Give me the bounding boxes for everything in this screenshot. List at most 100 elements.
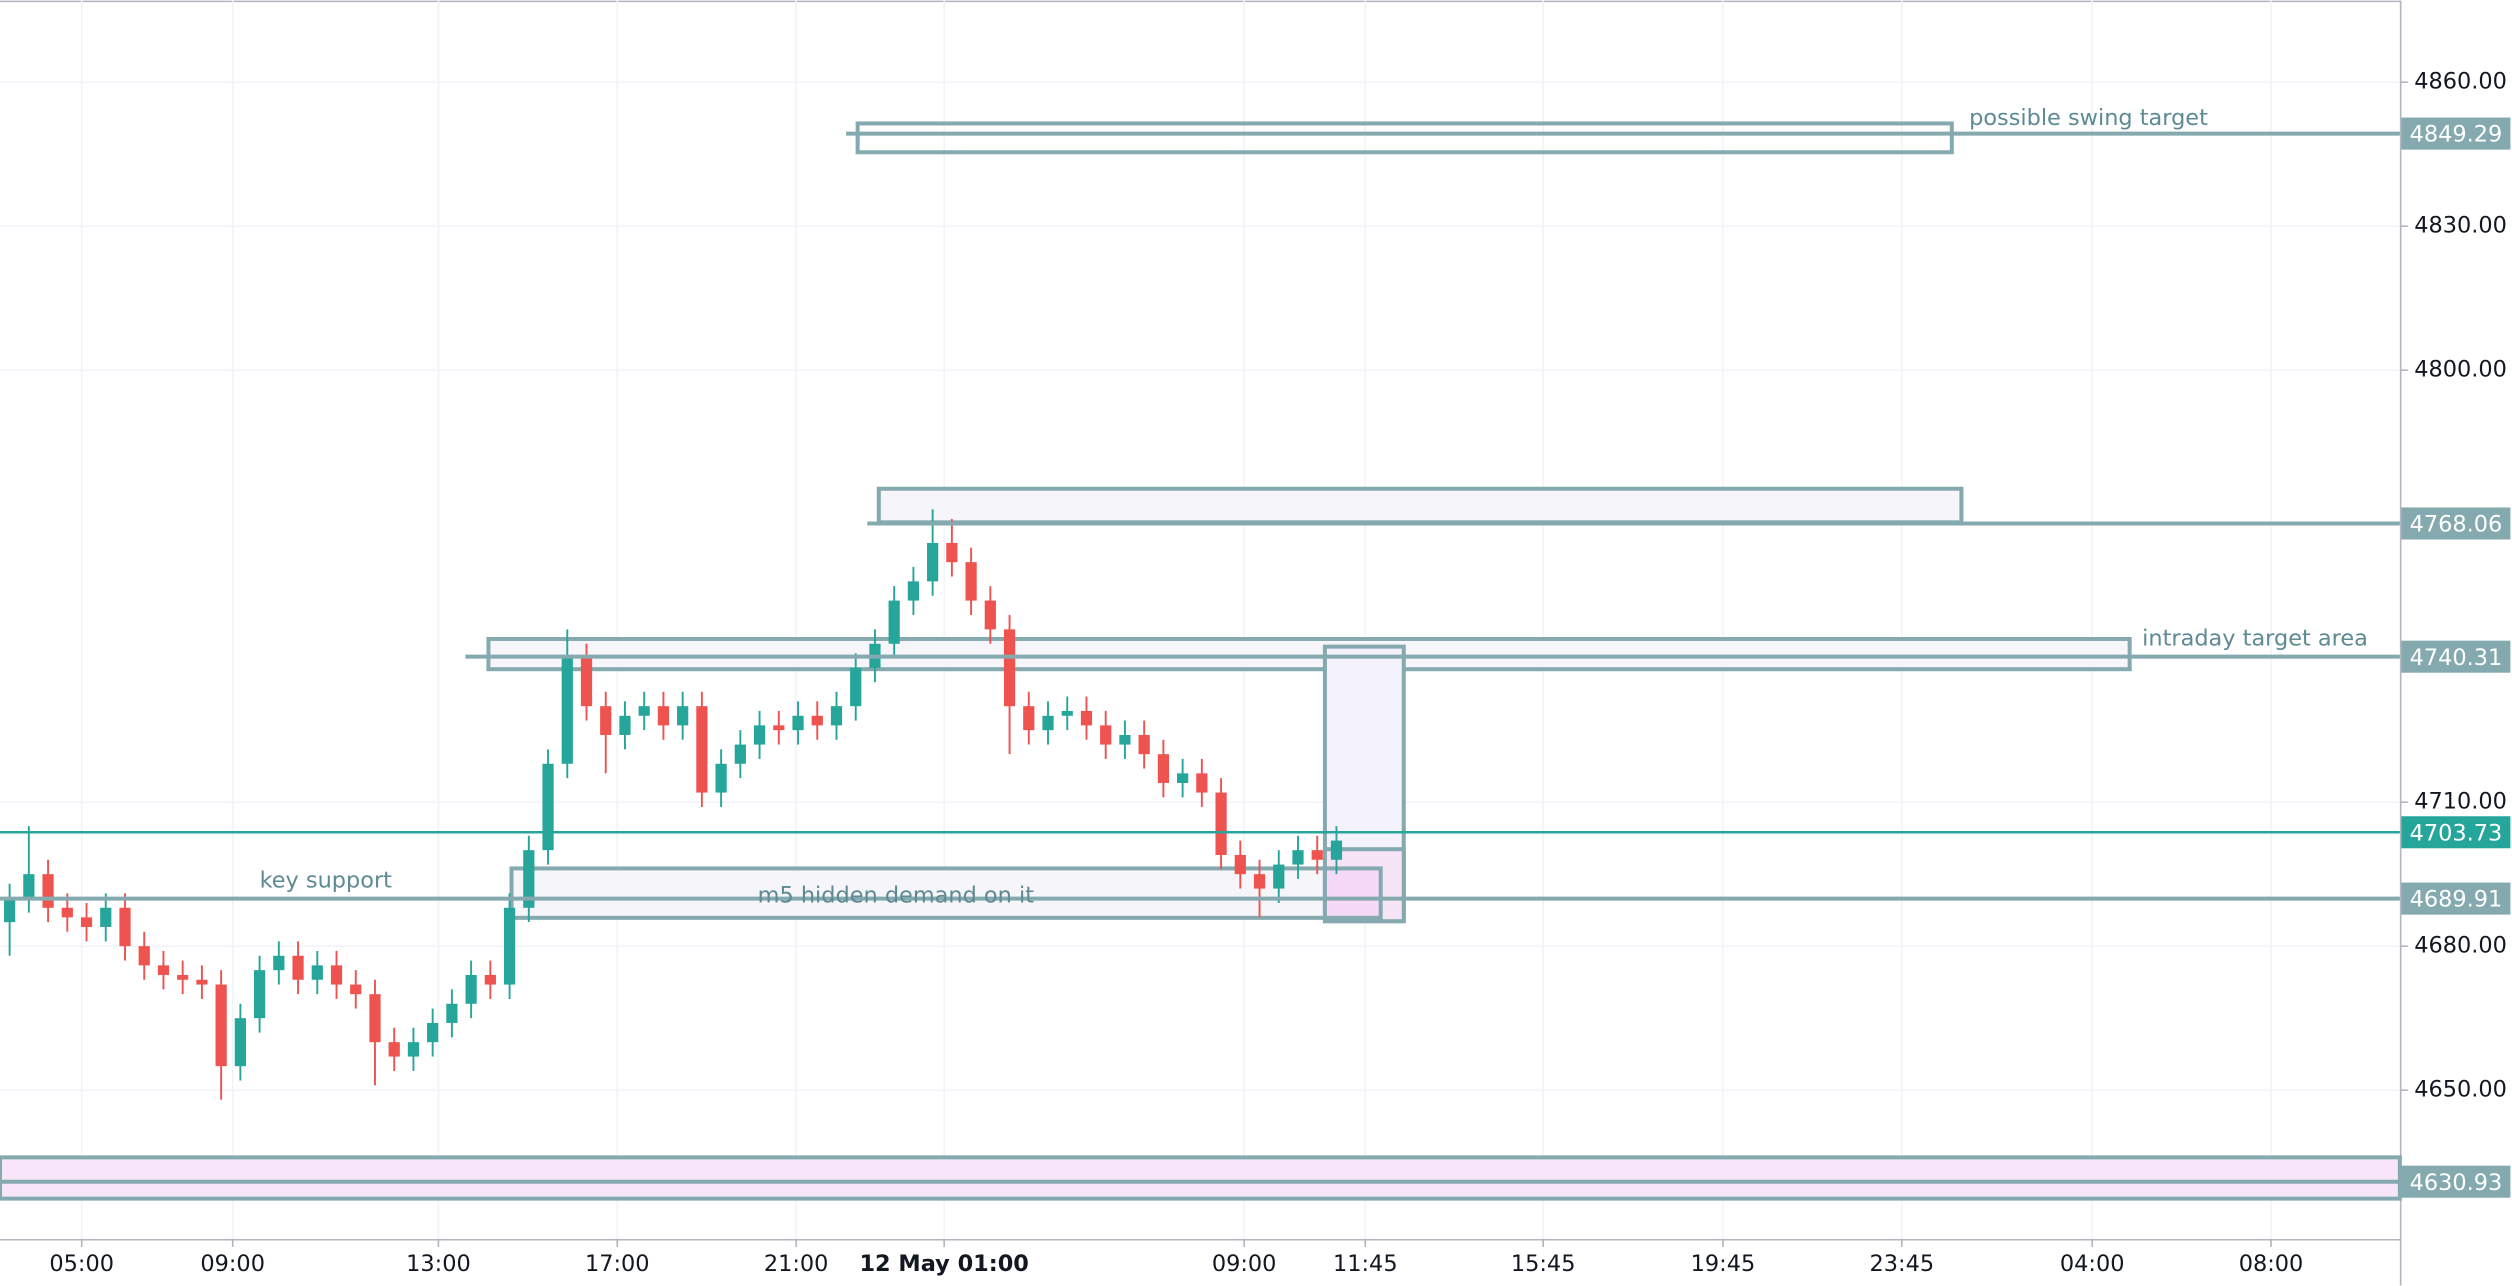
candle-body [427, 1022, 439, 1043]
candle-body [1042, 715, 1054, 731]
candle-body [1196, 773, 1208, 793]
annotation: m5 hidden demand on it [758, 882, 1035, 908]
candle-body [1273, 864, 1285, 889]
candle-body [1157, 754, 1169, 783]
candle-body [830, 706, 843, 726]
candle-body [100, 907, 112, 927]
candle-body [907, 581, 920, 601]
candle-body [157, 965, 170, 975]
candle-body [1061, 710, 1073, 716]
price-label-bg [2401, 117, 2511, 150]
candle-body [119, 907, 131, 947]
candle-body [792, 715, 804, 731]
candle-body [503, 907, 516, 985]
candle-body [619, 715, 631, 735]
candle-body [1177, 773, 1189, 783]
candle-body [311, 965, 323, 980]
candle-body [580, 658, 593, 707]
price-label: 4630.93 [2410, 1170, 2503, 1196]
candle-body [984, 600, 996, 630]
candle-body [753, 725, 766, 745]
y-tick-label: 4680.00 [2414, 933, 2507, 959]
price-label: 4689.91 [2410, 887, 2503, 913]
annotation: intraday target area [2142, 625, 2368, 651]
candle-body [1292, 850, 1304, 865]
candle-body [734, 744, 746, 764]
x-tick-label: 15:45 [1511, 1251, 1576, 1277]
candle-body [1253, 874, 1266, 889]
candle-body [388, 1042, 400, 1057]
price-label-bg [2401, 816, 2511, 849]
candle-body [234, 1018, 246, 1067]
candle-body [23, 874, 35, 899]
zone [876, 486, 1964, 525]
candle-body [811, 715, 823, 726]
candle-body [1311, 850, 1323, 860]
candle-body [927, 542, 939, 582]
candle-body [1138, 734, 1150, 755]
candle-body [446, 1003, 458, 1023]
x-tick-label: 04:00 [2060, 1251, 2125, 1277]
y-tick-label: 4800.00 [2414, 357, 2507, 383]
y-tick-label: 4860.00 [2414, 69, 2507, 95]
candle-body [850, 667, 862, 707]
candle-body [215, 984, 227, 1067]
candle-body [138, 946, 150, 966]
candle-body [1234, 854, 1246, 875]
candle-body [80, 917, 93, 927]
x-tick-label: 23:45 [1870, 1251, 1935, 1277]
price-label: 4768.06 [2410, 512, 2503, 538]
price-label-bg [2401, 1165, 2511, 1198]
candle-body [177, 974, 189, 980]
x-tick-label: 17:00 [585, 1251, 650, 1277]
price-label: 4703.73 [2410, 820, 2503, 846]
annotation: possible swing target [1969, 105, 2208, 131]
candle-body [1119, 734, 1131, 745]
candle-body [407, 1042, 420, 1057]
zone [855, 121, 1954, 155]
candle-body [542, 763, 554, 851]
candle-body [330, 965, 343, 985]
x-tick-label: 09:00 [1212, 1251, 1277, 1277]
candle-body [1330, 840, 1343, 860]
annotation: key support [260, 867, 393, 893]
candle-body [946, 542, 958, 563]
x-tick-label: 12 May 01:00 [859, 1251, 1028, 1277]
x-tick-label: 13:00 [406, 1251, 471, 1277]
y-tick-label: 4830.00 [2414, 213, 2507, 239]
candle-body [715, 763, 727, 793]
x-tick-label: 08:00 [2239, 1251, 2304, 1277]
x-tick-label: 11:45 [1333, 1251, 1398, 1277]
candle-body [773, 725, 785, 731]
candle-body [1080, 710, 1093, 726]
price-label-bg [2401, 882, 2511, 915]
candle-body [1003, 629, 1016, 707]
candle-body [350, 984, 362, 995]
price-label-bg [2401, 507, 2511, 540]
candle-body [1100, 725, 1112, 745]
candle-body [273, 955, 285, 971]
y-tick-label: 4710.00 [2414, 789, 2507, 815]
candle-body [657, 706, 670, 726]
price-label: 4849.29 [2410, 122, 2503, 148]
candle-body [1215, 792, 1227, 855]
candle-body [1023, 706, 1035, 731]
candle-body [677, 706, 689, 726]
candle-body [484, 974, 496, 985]
x-tick-label: 19:45 [1691, 1251, 1756, 1277]
candle-body [369, 994, 381, 1043]
candle-body [465, 974, 477, 1004]
zone [0, 1155, 2402, 1201]
zone [486, 636, 2132, 672]
candle-body [4, 898, 16, 923]
candle-body [600, 706, 612, 735]
candle-body [523, 850, 535, 908]
x-tick-label: 09:00 [200, 1251, 265, 1277]
candle-body [638, 706, 650, 716]
candle-body [888, 600, 900, 644]
x-tick-label: 05:00 [49, 1251, 114, 1277]
y-tick-label: 4650.00 [2414, 1077, 2507, 1103]
x-tick-label: 21:00 [764, 1251, 829, 1277]
zone [509, 866, 1383, 920]
